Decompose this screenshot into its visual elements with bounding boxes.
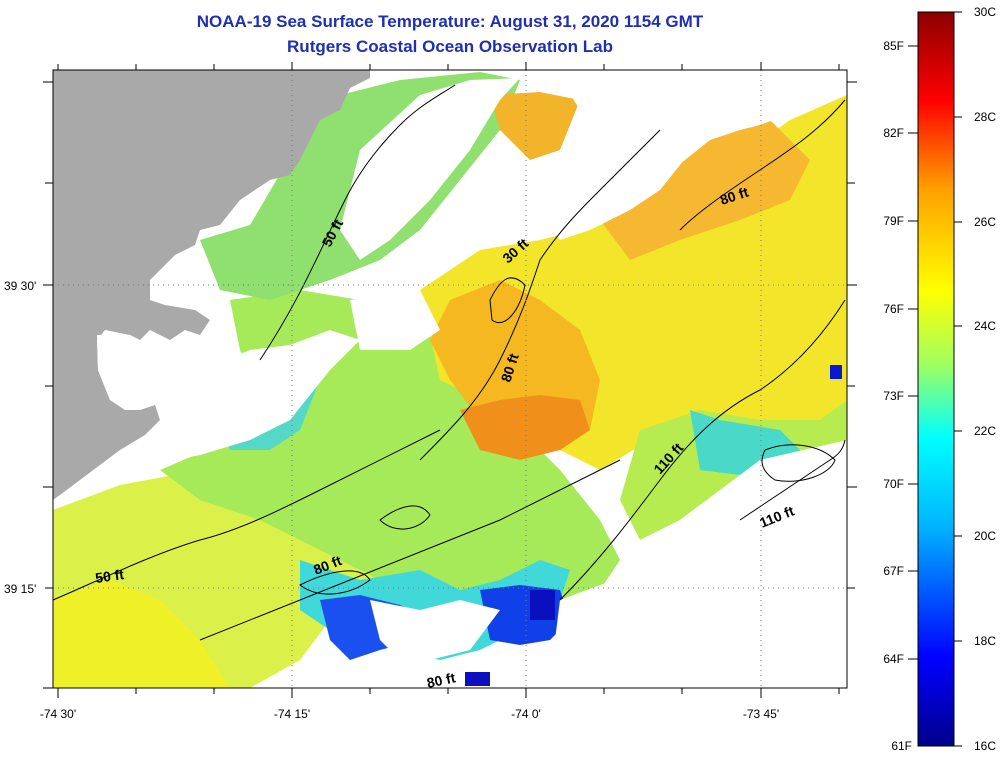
bathymetry-contours <box>53 84 846 641</box>
contour-shoal <box>489 277 526 323</box>
contour-shoal-2 <box>379 505 431 530</box>
y-tick-label: 39 30' <box>4 279 36 293</box>
colorbar-f-label: 82F <box>883 126 904 140</box>
plot-frame <box>52 69 848 689</box>
contour-50ft-south <box>53 429 441 601</box>
graticule <box>53 70 847 688</box>
x-tick-label: -74 30' <box>40 707 76 721</box>
y-tick-label: 39 15' <box>4 582 36 596</box>
colorbar-f-label: 64F <box>883 652 904 666</box>
sst-deep-blue-patch-4 <box>830 365 842 379</box>
colorbar-c-label: 30C <box>974 5 996 19</box>
no-data-center-hole <box>350 290 440 350</box>
colorbar-gradient <box>917 11 955 747</box>
sst-north-orange <box>490 92 580 160</box>
colorbar-c-label: 26C <box>974 215 996 229</box>
colorbar-f-label: 85F <box>883 39 904 53</box>
map-title: NOAA-19 Sea Surface Temperature: August … <box>196 12 704 31</box>
contour-label: 50 ft <box>94 566 125 586</box>
colorbar-c-label: 20C <box>974 529 996 543</box>
no-data-south-2 <box>370 600 500 660</box>
no-data-north <box>340 78 520 260</box>
colorbar-c-label: 22C <box>974 424 996 438</box>
contour-110ft-east <box>739 439 846 521</box>
x-tick-label: -73 45' <box>743 707 779 721</box>
sst-southwest-yellow <box>53 580 230 688</box>
colorbar-f-label: 67F <box>883 564 904 578</box>
inshore-no-data-white <box>97 335 160 408</box>
map-subtitle: Rutgers Coastal Ocean Observation Lab <box>287 37 613 56</box>
no-data-inshore <box>53 330 360 500</box>
land-new-jersey <box>53 70 370 500</box>
contour-80ft <box>419 129 661 461</box>
sst-hudson-hot <box>460 395 590 460</box>
colorbar-c-label: 18C <box>974 634 996 648</box>
contour-label: 80 ft <box>425 669 457 691</box>
contour-110ft <box>559 299 846 601</box>
sst-deep-blue-patch <box>530 590 555 620</box>
x-tick-label: -74 15' <box>274 707 310 721</box>
sst-deep-blue-patch-2 <box>465 672 490 686</box>
colorbar-c-label: 28C <box>974 110 996 124</box>
no-data-east <box>640 440 847 688</box>
no-data-northeast <box>540 70 847 240</box>
contour-110ft-loop <box>761 444 836 482</box>
colorbar-c-label: 16C <box>974 739 996 753</box>
colorbar-c-label: 24C <box>974 319 996 333</box>
colorbar-f-label: 79F <box>883 214 904 228</box>
contour-shoal-3 <box>299 570 371 595</box>
no-data-south <box>490 570 700 688</box>
axis-ticks <box>43 62 857 698</box>
sst-northeast-orange <box>600 120 810 260</box>
colorbar-f-label: 73F <box>883 389 904 403</box>
contour-80ft-east <box>679 99 846 231</box>
x-tick-label: -74 0' <box>511 707 541 721</box>
colorbar-f-label: 61F <box>891 739 912 753</box>
contour-50ft <box>259 84 456 361</box>
colorbar-f-label: 70F <box>883 477 904 491</box>
colorbar-f-label: 76F <box>883 302 904 316</box>
contour-80ft-south <box>199 459 621 641</box>
colorbar: 85F 82F 79F 76F 73F 70F 67F 64F 61F 30C … <box>883 5 996 753</box>
